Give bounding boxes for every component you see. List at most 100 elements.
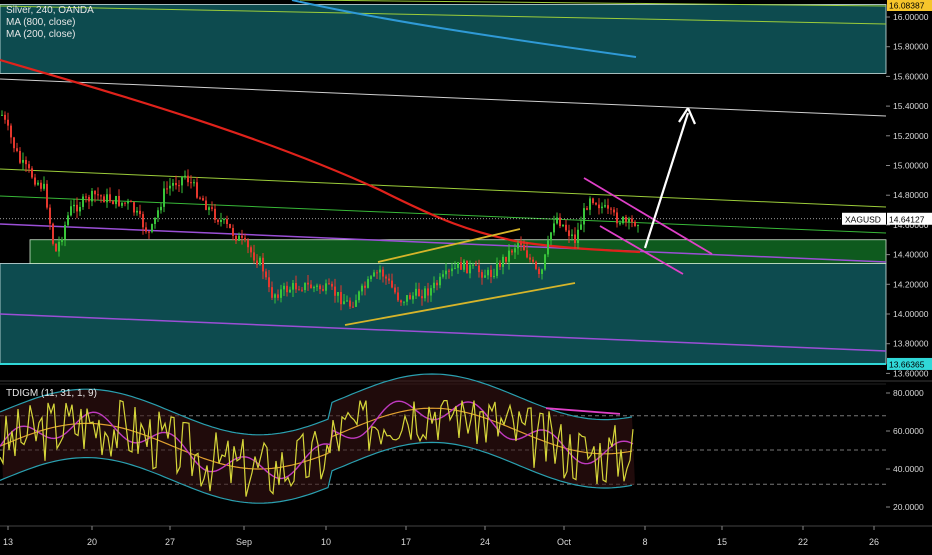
candle-body bbox=[586, 208, 588, 210]
candle-body bbox=[625, 216, 627, 222]
candle-body bbox=[55, 243, 57, 252]
candle-body bbox=[439, 276, 441, 286]
candle-body bbox=[238, 235, 240, 241]
candle-body bbox=[541, 269, 543, 275]
candle-body bbox=[304, 282, 306, 290]
candle-body bbox=[394, 287, 396, 293]
candle-body bbox=[283, 285, 285, 290]
osc-title: TDIGM (11, 31, 1, 9) bbox=[6, 388, 97, 399]
candle-body bbox=[343, 301, 345, 305]
candle-body bbox=[568, 230, 570, 236]
candle-body bbox=[358, 291, 360, 301]
candle-body bbox=[550, 232, 552, 241]
zone-0 bbox=[0, 4, 887, 74]
trend-line-olive-top bbox=[0, 5, 887, 25]
candle-body bbox=[346, 300, 348, 302]
ma800-legend: MA (800, close) bbox=[6, 17, 76, 28]
candle-body bbox=[460, 262, 462, 270]
candle-body bbox=[250, 247, 252, 253]
bottom-line-price-badge: 13.66365 bbox=[889, 359, 925, 369]
candle-body bbox=[391, 280, 393, 288]
candle-body bbox=[349, 300, 351, 307]
candle-body bbox=[109, 194, 111, 202]
time-tick-label: 17 bbox=[401, 537, 411, 547]
candle-body bbox=[397, 292, 399, 301]
candle-body bbox=[562, 224, 564, 227]
candle-body bbox=[430, 288, 432, 296]
candle-body bbox=[454, 267, 456, 269]
candle-body bbox=[151, 223, 153, 232]
candle-body bbox=[370, 276, 372, 280]
candle-body bbox=[559, 217, 561, 227]
ma800-line bbox=[291, 0, 637, 58]
osc-lower-band bbox=[0, 441, 633, 504]
candle-body bbox=[505, 256, 507, 262]
candle-body bbox=[70, 206, 72, 216]
trend-line-purple-lower bbox=[0, 313, 887, 352]
ma200-legend: MA (200, close) bbox=[6, 29, 76, 40]
osc-axis-bg bbox=[887, 384, 932, 526]
candle-body bbox=[58, 241, 60, 252]
candle-body bbox=[64, 224, 66, 240]
price-tick-label: 16.00000 bbox=[893, 12, 929, 22]
candle-body bbox=[388, 278, 390, 281]
candle-body bbox=[217, 219, 219, 222]
candle-body bbox=[277, 294, 279, 298]
time-tick-label: 27 bbox=[165, 537, 175, 547]
candle-body bbox=[115, 195, 117, 205]
candle-body bbox=[472, 264, 474, 266]
candle-body bbox=[130, 201, 132, 203]
candle-body bbox=[22, 159, 24, 163]
candle-body bbox=[421, 296, 423, 299]
candle-body bbox=[373, 272, 375, 277]
candle-body bbox=[88, 196, 90, 202]
candle-body bbox=[313, 286, 315, 289]
candle-body bbox=[496, 262, 498, 276]
candle-body bbox=[97, 194, 99, 196]
candle-body bbox=[412, 295, 414, 300]
osc-divergence-line bbox=[545, 407, 621, 415]
candle-body bbox=[157, 210, 159, 218]
candle-body bbox=[253, 252, 255, 261]
top-line-price-badge-bg bbox=[887, 0, 932, 11]
osc-upper-band bbox=[0, 373, 633, 436]
candle-body bbox=[523, 245, 525, 251]
candle-body bbox=[274, 294, 276, 298]
wedge-upper-line bbox=[377, 228, 521, 263]
candle-body bbox=[457, 262, 459, 268]
candle-body bbox=[427, 288, 429, 296]
price-tick-label: 14.00000 bbox=[893, 309, 929, 319]
flag-lower-line bbox=[599, 225, 684, 275]
candle-body bbox=[280, 289, 282, 298]
candle-body bbox=[52, 223, 54, 244]
candle-body bbox=[448, 270, 450, 272]
candle-body bbox=[403, 301, 405, 303]
candle-body bbox=[463, 260, 465, 270]
candle-body bbox=[415, 288, 417, 296]
price-tick-label: 15.60000 bbox=[893, 71, 929, 81]
time-tick-label: 15 bbox=[717, 537, 727, 547]
candle-body bbox=[292, 283, 294, 290]
candle-body bbox=[529, 257, 531, 260]
time-tick-label: 8 bbox=[642, 537, 647, 547]
osc-tick-label: 40.0000 bbox=[893, 464, 924, 474]
candle-body bbox=[211, 207, 213, 209]
zone-1 bbox=[0, 263, 887, 365]
candle-body bbox=[355, 300, 357, 307]
candle-body bbox=[220, 220, 222, 222]
candle-body bbox=[163, 188, 165, 207]
candle-body bbox=[136, 210, 138, 213]
candle-body bbox=[553, 223, 555, 233]
candle-body bbox=[580, 224, 582, 230]
candle-body bbox=[133, 202, 135, 213]
candle-body bbox=[34, 177, 36, 185]
candle-body bbox=[613, 209, 615, 213]
candle-body bbox=[637, 225, 639, 227]
candle-body bbox=[46, 183, 48, 208]
candle-body bbox=[601, 206, 603, 209]
candle-body bbox=[91, 190, 93, 202]
candle-body bbox=[286, 285, 288, 293]
candle-body bbox=[160, 206, 162, 211]
